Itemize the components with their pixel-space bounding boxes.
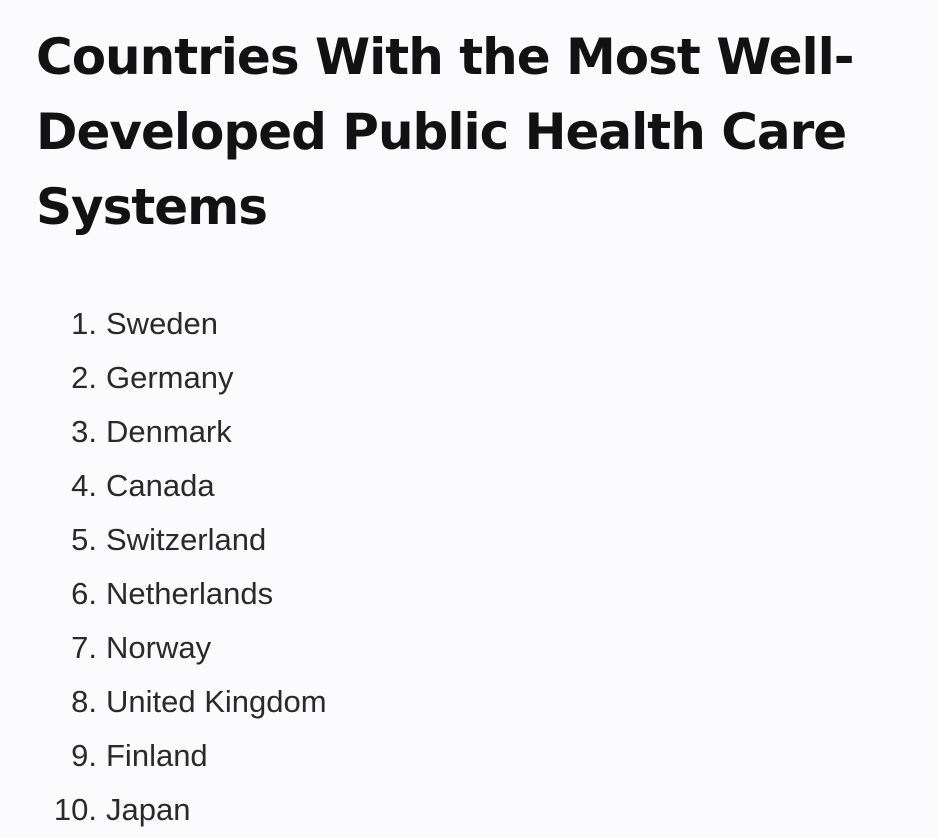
list-item-number: 4.	[71, 468, 97, 503]
list-item: 9. Finland	[0, 729, 327, 783]
list-item-country: Finland	[106, 738, 208, 773]
list-item: 6. Netherlands	[0, 567, 327, 621]
list-item-number: 1.	[71, 306, 97, 341]
list-item-country: Norway	[106, 630, 212, 665]
list-item-number: 8.	[71, 684, 97, 719]
list-item: 4. Canada	[0, 459, 327, 513]
list-item: 2. Germany	[0, 351, 327, 405]
list-item-country: Germany	[106, 360, 234, 395]
list-item-number: 6.	[71, 576, 97, 611]
list-item-number: 2.	[71, 360, 97, 395]
list-item-country: Netherlands	[106, 576, 274, 611]
list-item: 8. United Kingdom	[0, 675, 327, 729]
list-item: 10. Japan	[0, 783, 327, 837]
list-item-number: 3.	[71, 414, 97, 449]
list-item-country: Japan	[106, 792, 191, 827]
country-list: 1. Sweden 2. Germany 3. Denmark 4. Canad…	[0, 297, 327, 837]
list-item-number: 5.	[71, 522, 97, 557]
list-item-number: 7.	[71, 630, 97, 665]
list-item: 3. Denmark	[0, 405, 327, 459]
list-item: 7. Norway	[0, 621, 327, 675]
list-item: 5. Switzerland	[0, 513, 327, 567]
list-item-number: 9.	[71, 738, 97, 773]
list-item: 1. Sweden	[0, 297, 327, 351]
list-item-country: Sweden	[106, 306, 219, 341]
list-item-country: United Kingdom	[106, 684, 327, 719]
list-item-country: Canada	[106, 468, 215, 503]
list-item-country: Denmark	[106, 414, 232, 449]
page-title: Countries With the Most Well-Developed P…	[36, 28, 855, 236]
list-item-number: 10.	[53, 792, 97, 827]
list-item-country: Switzerland	[106, 522, 267, 557]
